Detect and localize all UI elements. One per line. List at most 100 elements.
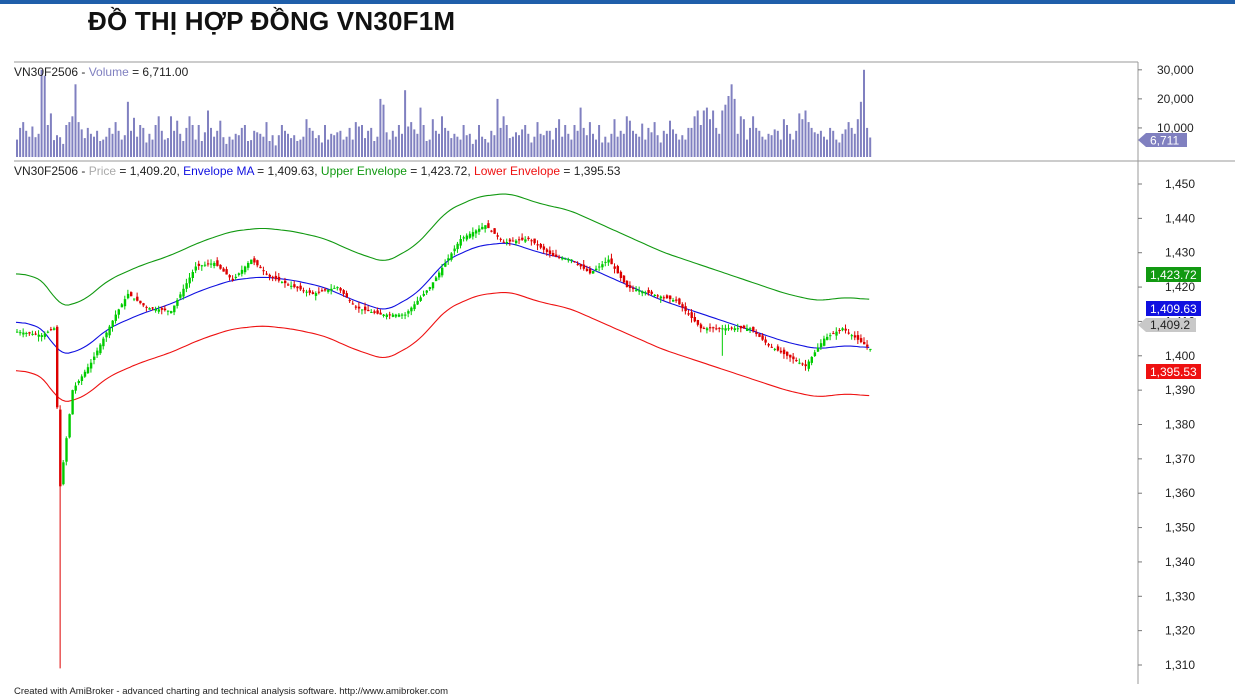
volume-bar	[364, 138, 366, 157]
candle-body	[77, 381, 80, 384]
candle-body	[185, 283, 188, 289]
volume-bar	[758, 130, 761, 157]
volume-bar	[142, 127, 145, 157]
volume-bar	[89, 133, 92, 158]
candle-body	[314, 293, 318, 296]
volume-bar	[336, 132, 339, 157]
candle-body	[299, 285, 302, 290]
candle-body	[607, 259, 610, 263]
volume-bar	[126, 101, 129, 157]
volume-bar	[259, 133, 262, 158]
volume-bar	[508, 138, 511, 157]
candle-body	[675, 299, 678, 301]
candle-body	[262, 270, 265, 272]
candle-body	[705, 328, 709, 331]
candle-body	[74, 385, 77, 391]
volume-last-tag: 6,711	[1138, 133, 1187, 148]
volume-bar	[635, 133, 638, 158]
candle-body	[379, 312, 382, 315]
volume-bar	[853, 133, 856, 158]
candle-body	[687, 313, 690, 315]
volume-bar	[151, 139, 154, 157]
candle-body	[619, 271, 623, 278]
candle-body	[542, 246, 546, 250]
volume-bar	[625, 116, 628, 157]
candle-body	[474, 230, 478, 234]
volume-bar	[712, 110, 715, 157]
volume-bar	[533, 136, 536, 157]
price-legend-name: Price	[89, 164, 117, 178]
volume-bar	[776, 130, 779, 157]
volume-bar	[345, 136, 348, 157]
volume-bar	[160, 130, 163, 157]
volume-legend-symbol: VN30F2506 -	[14, 65, 89, 79]
volume-bar	[592, 133, 594, 158]
volume-bar	[268, 141, 271, 157]
volume-bar	[416, 133, 419, 158]
volume-bar	[628, 120, 631, 157]
candle-body	[598, 266, 601, 268]
candle-body	[364, 306, 367, 311]
volume-legend-name: Volume	[89, 65, 129, 79]
ma-legend-name: Envelope MA	[183, 164, 254, 178]
volume-bar	[296, 141, 299, 157]
volume-bar	[656, 135, 659, 157]
candle-body	[280, 281, 284, 283]
volume-bar	[641, 123, 644, 157]
candle-body	[724, 328, 727, 331]
candle-body	[826, 336, 829, 340]
volume-bar	[810, 127, 813, 157]
price-axis-label: 1,310	[1165, 658, 1195, 672]
candle-body	[71, 390, 74, 415]
candle-body	[422, 293, 425, 296]
volume-bar	[56, 135, 58, 157]
volume-bar	[739, 116, 742, 157]
candle-body	[447, 258, 450, 261]
volume-bar	[524, 125, 527, 157]
candle-body	[385, 314, 388, 317]
volume-bar	[428, 139, 431, 157]
volume-bar	[813, 132, 816, 157]
upper-envelope-line	[15, 193, 870, 306]
volume-bar	[816, 133, 819, 158]
candle-body	[425, 290, 428, 293]
price-axis-label: 1,320	[1165, 624, 1195, 638]
volume-bar	[478, 125, 480, 157]
volume-bar	[330, 133, 333, 158]
candle-body	[200, 265, 204, 267]
volume-bar	[385, 132, 388, 157]
volume-bar	[391, 130, 394, 157]
candle-body	[733, 328, 736, 331]
candle-body	[413, 304, 416, 310]
candle-body	[850, 335, 854, 337]
volume-bar	[551, 139, 554, 157]
candle-body	[508, 239, 512, 242]
volume-bar	[672, 129, 674, 157]
candle-body	[595, 268, 598, 271]
candle-body	[154, 309, 157, 311]
candle-body	[487, 223, 490, 229]
volume-bar	[394, 136, 397, 157]
volume-bar	[638, 136, 641, 157]
volume-bar	[25, 130, 28, 157]
candle-body	[68, 414, 71, 438]
volume-bar	[863, 69, 865, 157]
candle-body	[231, 278, 234, 281]
volume-bar	[792, 139, 795, 157]
candle-body	[382, 314, 385, 316]
candle-body	[829, 335, 832, 337]
volume-bar	[444, 127, 447, 157]
volume-bar	[564, 125, 567, 157]
candle-body	[561, 257, 564, 260]
volume-bar	[570, 139, 573, 157]
volume-bar	[832, 130, 835, 157]
volume-bar	[829, 127, 832, 157]
volume-bar	[647, 127, 650, 157]
volume-bar	[314, 138, 317, 157]
candle-body	[558, 256, 561, 258]
price-axis-label: 1,340	[1165, 555, 1195, 569]
candle-body	[188, 277, 191, 284]
candle-body	[499, 238, 502, 240]
volume-bar	[179, 133, 182, 158]
candle-body	[505, 242, 509, 243]
